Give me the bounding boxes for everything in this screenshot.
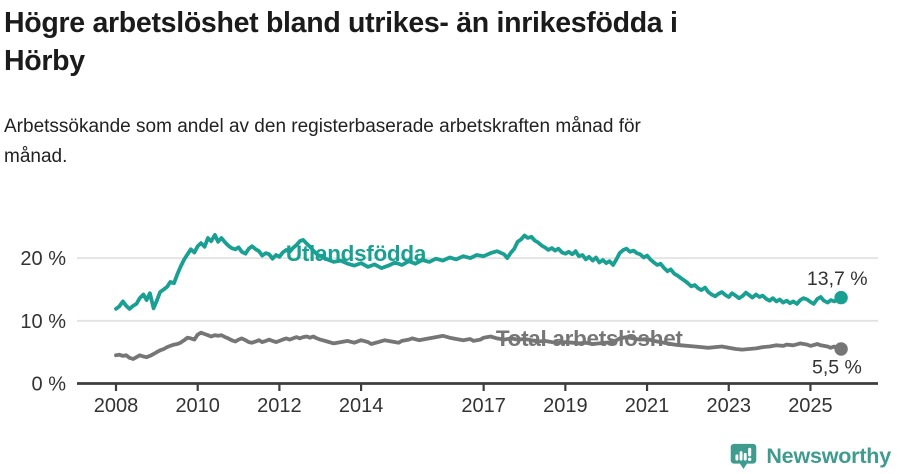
page-subtitle-line2: månad. xyxy=(4,146,68,167)
x-tick-label: 2021 xyxy=(625,395,670,417)
series-end-dot-total-arbetsloshet xyxy=(834,342,848,356)
series-line-total-arbetsloshet xyxy=(114,330,843,361)
series-end-value-total-arbetsloshet: 5,5 % xyxy=(812,357,862,379)
series-label-total-arbetsloshet: Total arbetslöshet xyxy=(496,326,684,351)
x-tick-label: 2012 xyxy=(257,395,302,417)
newsworthy-brand-text: Newsworthy xyxy=(766,444,891,468)
x-tick-label: 2008 xyxy=(94,395,139,417)
page-title-line1: Högre arbetslöshet bland utrikes- än inr… xyxy=(4,7,678,39)
series-end-dot-utlandsfodda xyxy=(834,290,848,305)
y-tick-label: 20 % xyxy=(20,248,66,270)
page-title-line2: Hörby xyxy=(4,45,85,77)
x-tick-label: 2017 xyxy=(461,395,506,417)
series-end-value-utlandsfodda: 13,7 % xyxy=(807,268,868,290)
y-tick-label: 10 % xyxy=(20,311,66,333)
series-line-utlandsfodda xyxy=(114,232,843,311)
x-tick-label: 2019 xyxy=(543,395,588,417)
page-title: Högre arbetslöshet bland utrikes- än inr… xyxy=(4,4,890,80)
page-subtitle: Arbetssökande som andel av den registerb… xyxy=(4,112,864,172)
y-tick-label: 0 % xyxy=(32,374,67,396)
x-tick-label: 2023 xyxy=(707,395,752,417)
x-tick-label: 2025 xyxy=(788,395,833,417)
series-label-utlandsfodda: Utlandsfödda xyxy=(286,241,427,266)
newsworthy-speech-bubble-bar-chart-icon xyxy=(731,443,757,470)
x-tick-label: 2014 xyxy=(339,395,384,417)
x-tick-label: 2010 xyxy=(175,395,220,417)
newsworthy-logo: Newsworthy xyxy=(729,442,891,471)
page-subtitle-line1: Arbetssökande som andel av den registerb… xyxy=(4,116,641,137)
